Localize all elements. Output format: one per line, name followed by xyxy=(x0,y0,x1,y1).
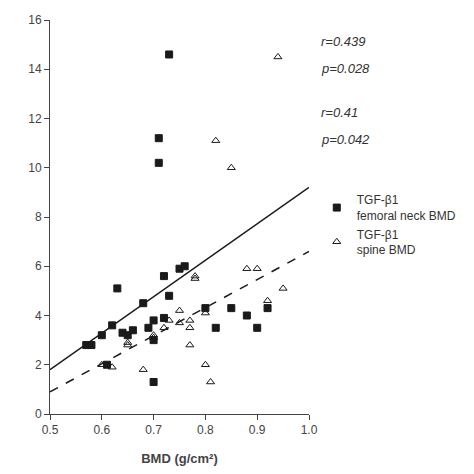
svg-text:TGF-β1spine BMD: TGF-β1spine BMD xyxy=(357,228,416,258)
svg-text:0.5: 0.5 xyxy=(42,423,59,437)
svg-text:p=0.028: p=0.028 xyxy=(321,61,370,76)
svg-text:r=0.439: r=0.439 xyxy=(321,34,365,49)
svg-text:0.8: 0.8 xyxy=(197,423,214,437)
svg-text:1.0: 1.0 xyxy=(301,423,318,437)
svg-text:TGF-β1femoral neck BMD: TGF-β1femoral neck BMD xyxy=(357,193,456,223)
svg-text:BMD (g/cm²): BMD (g/cm²) xyxy=(141,451,218,466)
svg-text:r=0.41: r=0.41 xyxy=(321,105,358,120)
svg-text:12: 12 xyxy=(28,112,42,126)
svg-text:8: 8 xyxy=(35,210,42,224)
svg-text:0: 0 xyxy=(35,407,42,421)
svg-text:2: 2 xyxy=(35,358,42,372)
svg-text:p=0.042: p=0.042 xyxy=(321,132,370,147)
svg-text:0.7: 0.7 xyxy=(145,423,162,437)
svg-text:4: 4 xyxy=(35,309,42,323)
svg-text:0.6: 0.6 xyxy=(93,423,110,437)
svg-text:16: 16 xyxy=(28,13,42,27)
svg-text:6: 6 xyxy=(35,259,42,273)
svg-text:10: 10 xyxy=(28,161,42,175)
svg-text:0.9: 0.9 xyxy=(249,423,266,437)
svg-text:14: 14 xyxy=(28,62,42,76)
